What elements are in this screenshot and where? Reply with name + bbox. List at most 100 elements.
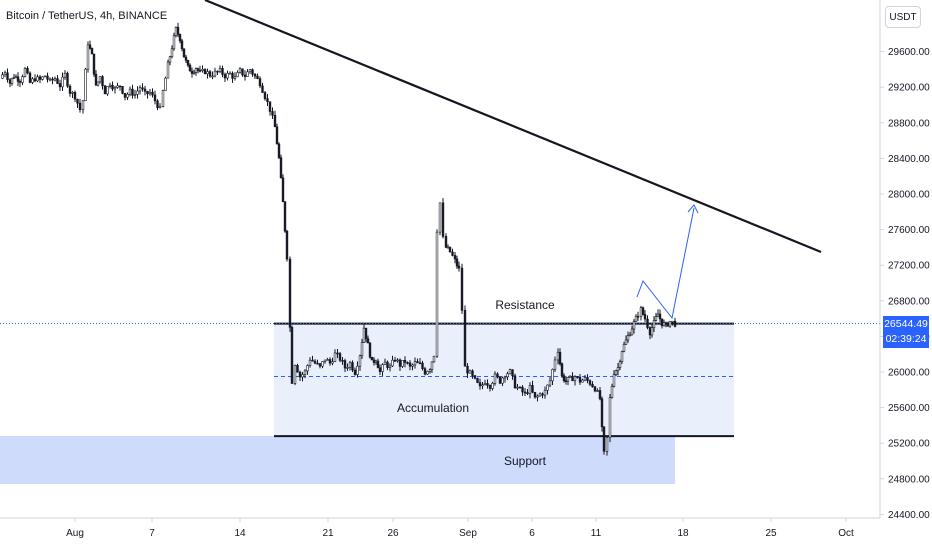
candle-body: [73, 92, 77, 100]
candle-body: [281, 177, 285, 203]
candle-body: [421, 362, 424, 369]
candle-body: [43, 75, 47, 78]
candle-body: [460, 267, 464, 311]
candle-body: [566, 377, 570, 382]
candle-body: [316, 362, 319, 365]
candle-body: [153, 94, 157, 102]
candle-body: [673, 320, 677, 327]
candle-body: [652, 320, 656, 328]
candle-body: [318, 363, 322, 367]
candle-body: [381, 364, 384, 372]
candle-body: [441, 202, 445, 237]
time-tick-label: Aug: [66, 528, 84, 539]
candle-body: [608, 397, 612, 438]
candle-body: [378, 367, 382, 372]
candle-body: [416, 361, 419, 364]
candle-body: [581, 379, 584, 383]
candle-body: [536, 395, 539, 398]
candle-body: [118, 85, 122, 88]
candle-body: [38, 76, 42, 80]
candle-body: [186, 60, 190, 66]
candle-body: [671, 320, 674, 323]
candle-body: [216, 70, 219, 73]
candle-body: [161, 90, 165, 107]
candle-body: [14, 76, 18, 79]
candle-body: [610, 385, 614, 398]
candle-body: [646, 318, 649, 328]
candle-body: [136, 90, 139, 95]
candle-body: [620, 351, 624, 363]
candle-body: [426, 371, 429, 375]
candle-body: [192, 72, 196, 74]
candle-body: [148, 91, 152, 95]
price-tick-label: 29200.00: [888, 83, 930, 94]
candle-body: [266, 98, 269, 103]
price-tick-label: 27600.00: [888, 225, 930, 236]
price-tick-label: 28400.00: [888, 154, 930, 165]
annotation-accumulation: Accumulation: [397, 401, 469, 415]
candle-body: [358, 355, 362, 367]
candle-body: [174, 26, 178, 37]
candle-body: [446, 246, 450, 249]
candle-body: [98, 76, 102, 83]
candle-body: [556, 351, 560, 361]
candle-body: [81, 100, 85, 111]
candle-body: [471, 370, 474, 376]
candle-body: [571, 375, 574, 382]
accumulation-box: [274, 323, 734, 437]
candle-body: [666, 322, 670, 327]
candle-body: [401, 359, 404, 367]
candle-body: [198, 70, 202, 72]
last-price-label: 26544.49 02:39:24: [883, 316, 929, 348]
candle-body: [451, 251, 454, 256]
candle-body: [568, 375, 572, 378]
candle-body: [33, 78, 37, 82]
candle-body: [553, 359, 557, 370]
candle-body: [243, 74, 247, 77]
candle-body: [551, 369, 554, 382]
candle-body: [261, 85, 264, 93]
candle-body: [176, 26, 180, 35]
candle-body: [596, 390, 599, 392]
candle-body: [438, 202, 442, 233]
candle-body: [521, 386, 524, 393]
candle-body: [36, 76, 39, 82]
candle-body: [383, 361, 387, 366]
time-tick-label: Sep: [459, 528, 477, 539]
candle-body: [208, 71, 212, 77]
currency-button[interactable]: USDT: [885, 6, 921, 28]
candle-body: [576, 376, 579, 378]
candle-body: [28, 72, 32, 83]
candle-body: [374, 360, 378, 363]
candle-body: [331, 361, 334, 364]
candle-body: [408, 362, 412, 367]
candle-body: [12, 76, 16, 79]
time-tick-label: 21: [322, 528, 334, 539]
candle-body: [562, 375, 566, 382]
candle-body: [643, 314, 647, 320]
candle-body: [46, 75, 49, 80]
candle-body: [236, 72, 239, 78]
annotation-support: Support: [504, 454, 547, 468]
candle-body: [626, 335, 630, 341]
drawings: [204, 0, 822, 320]
candle-body: [263, 92, 267, 99]
candle-body: [598, 390, 602, 400]
candle-body: [293, 365, 297, 384]
candle-body: [201, 68, 204, 71]
candle-body: [275, 126, 279, 145]
zones: [0, 323, 734, 484]
candle-body: [1, 74, 4, 79]
candle-body: [228, 72, 232, 75]
candle-body: [348, 362, 352, 368]
candle-body: [128, 88, 132, 95]
candle-body: [528, 385, 532, 394]
candle-body: [444, 236, 448, 248]
candle-body: [141, 87, 144, 90]
candle-body: [457, 265, 461, 269]
candle-body: [368, 342, 372, 358]
candle-body: [650, 327, 654, 336]
candle-body: [346, 367, 349, 369]
candle-body: [113, 87, 117, 90]
